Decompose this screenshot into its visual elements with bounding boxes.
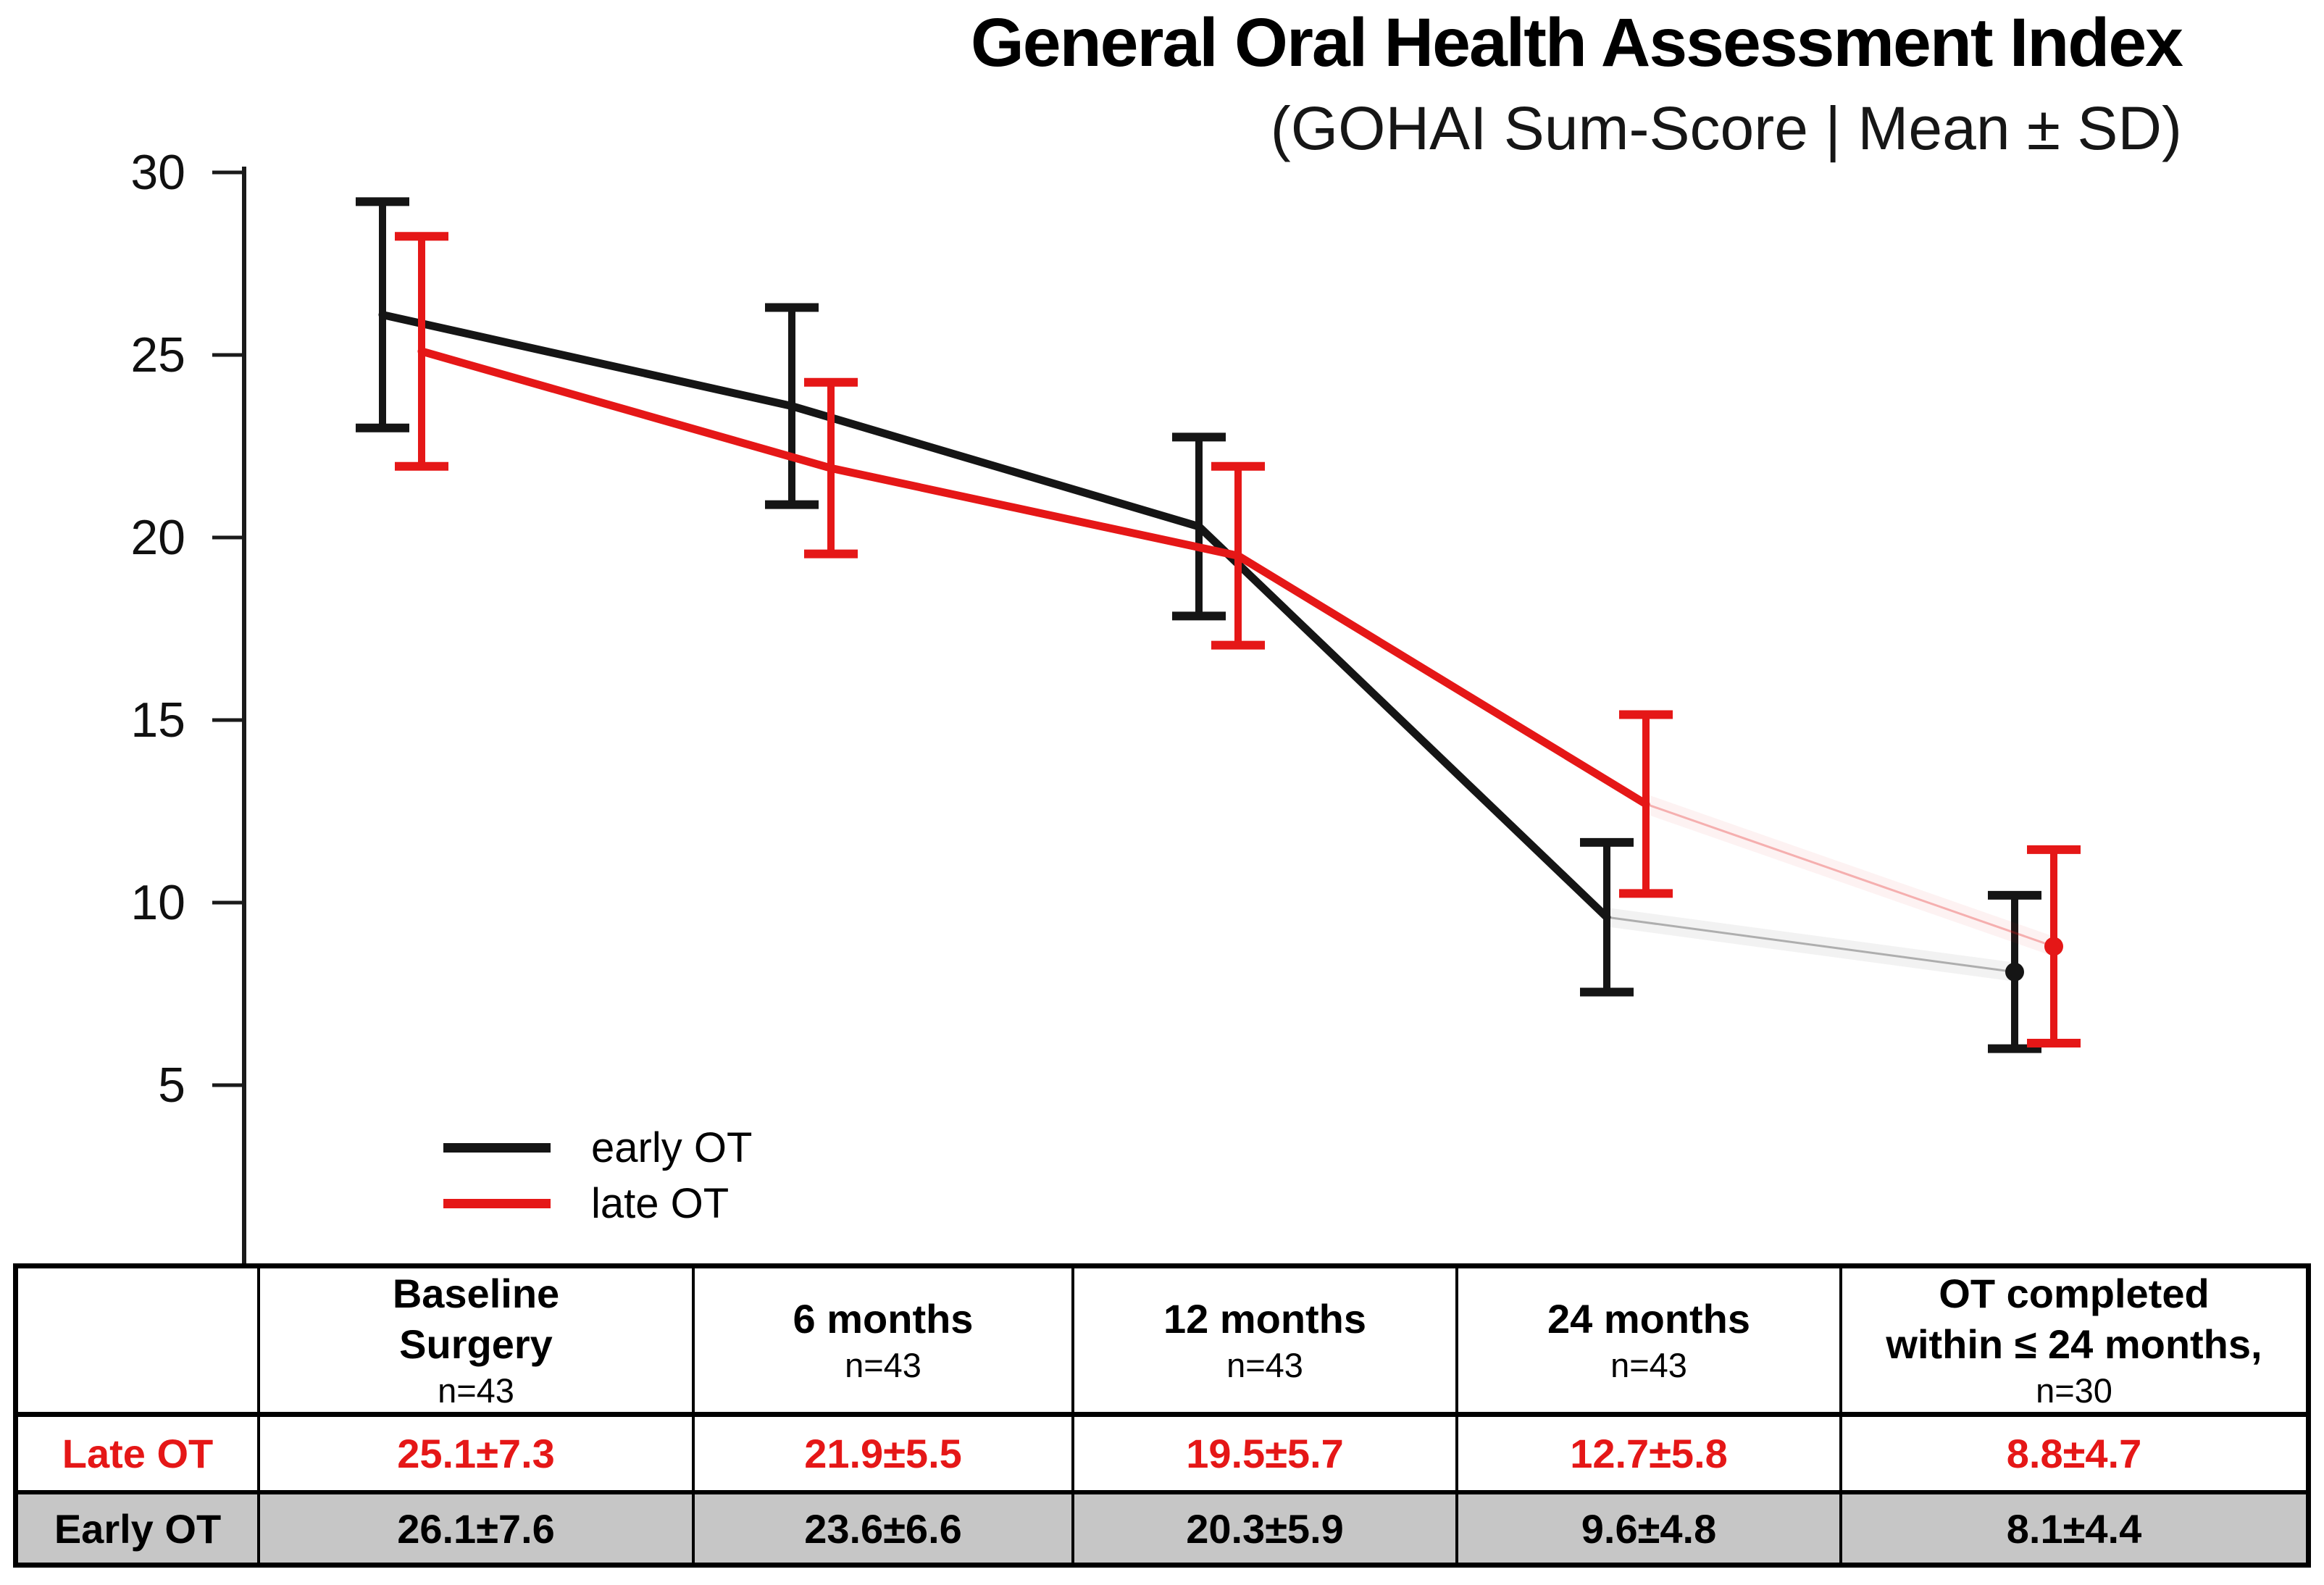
late-OT-error-bar <box>395 232 448 471</box>
y-axis-tick-label: 10 <box>130 875 185 930</box>
table-header-6-months: 6 months n=43 <box>695 1268 1074 1417</box>
early-OT-last-point-dot <box>2005 962 2024 982</box>
table-header-12-months: 12 months n=43 <box>1074 1268 1458 1417</box>
table-cell-early-baseline: 26.1±7.6 <box>260 1494 695 1563</box>
header-line: Baseline <box>392 1270 560 1316</box>
y-axis-tick-label: 15 <box>130 693 185 748</box>
summary-table: Baseline Surgery n=43 6 months n=43 12 m… <box>13 1263 2311 1568</box>
y-axis-tick-label: 30 <box>130 145 185 200</box>
legend-label-early-ot: early OT <box>591 1124 753 1171</box>
table-cell-early-6mo: 23.6±6.6 <box>695 1494 1074 1563</box>
early-OT-error-bar <box>1580 837 1634 997</box>
header-line: 24 months <box>1547 1295 1751 1342</box>
header-n: n=43 <box>1610 1345 1687 1384</box>
early-OT-line <box>378 311 1611 921</box>
header-n: n=30 <box>2036 1371 2112 1410</box>
header-line: 6 months <box>793 1295 974 1342</box>
late-OT-line <box>417 347 1650 808</box>
legend-item-late-ot: late OT <box>443 1176 752 1231</box>
table-header-baseline: Baseline Surgery n=43 <box>260 1268 695 1417</box>
header-line: Surgery <box>399 1321 553 1367</box>
header-n: n=43 <box>438 1371 514 1410</box>
header-line: 12 months <box>1163 1295 1367 1342</box>
header-line: within ≤ 24 months, <box>1886 1321 2262 1367</box>
table-cell-late-otcompleted: 8.8±4.7 <box>1842 1417 2306 1494</box>
early-OT-faint-connector <box>1606 916 2015 974</box>
gohai-line-chart: 30 25 20 15 10 5 <box>130 145 2081 1263</box>
table-cell-late-6mo: 21.9±5.5 <box>695 1417 1074 1494</box>
row-label-late-ot: Late OT <box>18 1417 260 1494</box>
early-OT-error-bar <box>765 303 819 509</box>
early-OT-error-bar <box>1172 432 1226 621</box>
table-cell-late-baseline: 25.1±7.3 <box>260 1417 695 1494</box>
header-n: n=43 <box>1226 1345 1303 1384</box>
late-OT-faint-connector <box>1645 803 2055 948</box>
y-axis-tick-label: 20 <box>130 510 185 565</box>
table-cell-early-24mo: 9.6±4.8 <box>1458 1494 1842 1563</box>
table-header-empty <box>18 1268 260 1417</box>
chart-subtitle: (GOHAI Sum-Score | Mean ± SD) <box>1270 93 2182 162</box>
table-header-24-months: 24 months n=43 <box>1458 1268 1842 1417</box>
row-label-early-ot: Early OT <box>18 1494 260 1563</box>
late-OT-error-bar <box>1619 710 1673 898</box>
late-OT-error-bar <box>1211 461 1265 650</box>
header-n: n=43 <box>845 1345 921 1384</box>
late-OT-last-point-dot <box>2044 937 2063 956</box>
early-ot-line-swatch <box>443 1143 551 1153</box>
y-axis-tick-label: 5 <box>158 1058 185 1113</box>
legend-item-early-ot: early OT <box>443 1120 752 1176</box>
header-line: OT completed <box>1939 1270 2210 1316</box>
early-OT-error-bar <box>356 197 409 432</box>
chart-title: General Oral Health Assessment Index <box>970 4 2183 81</box>
chart-canvas <box>212 167 2081 1263</box>
table-cell-early-otcompleted: 8.1±4.4 <box>1842 1494 2306 1563</box>
title-block: General Oral Health Assessment Index (GO… <box>970 4 2183 163</box>
chart-legend: early OT late OT <box>443 1120 752 1231</box>
table-cell-late-12mo: 19.5±5.7 <box>1074 1417 1458 1494</box>
table-cell-late-24mo: 12.7±5.8 <box>1458 1417 1842 1494</box>
table-header-ot-completed: OT completed within ≤ 24 months, n=30 <box>1842 1268 2306 1417</box>
table-cell-early-12mo: 20.3±5.9 <box>1074 1494 1458 1563</box>
legend-label-late-ot: late OT <box>591 1180 730 1227</box>
y-axis-tick-label: 25 <box>130 327 185 382</box>
late-ot-line-swatch <box>443 1199 551 1208</box>
late-OT-error-bar <box>804 377 858 559</box>
